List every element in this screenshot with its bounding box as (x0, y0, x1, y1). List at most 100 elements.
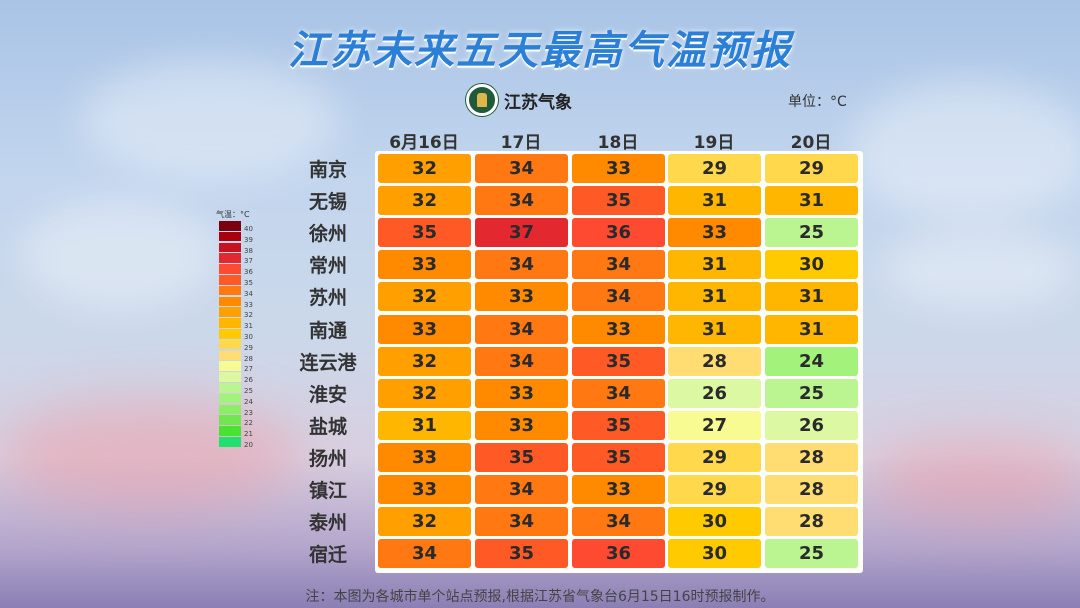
legend-label: 29 (244, 343, 253, 352)
unit-label: 单位：°C (788, 94, 847, 110)
temp-cell: 24 (765, 346, 858, 376)
legend-swatch (219, 329, 241, 339)
temp-cell: 30 (765, 250, 858, 280)
temp-cell: 33 (378, 475, 471, 504)
temp-cell: 37 (475, 218, 568, 248)
legend-label: 21 (244, 430, 253, 439)
legend-swatch (219, 426, 241, 436)
legend-swatch (219, 231, 241, 242)
legend-label: 32 (244, 311, 253, 320)
legend-label: 39 (244, 235, 253, 244)
logo: 江苏气象 (466, 84, 572, 116)
temp-cell: 35 (572, 346, 665, 376)
temp-cell: 35 (378, 218, 471, 248)
logo-seal-icon (466, 84, 498, 116)
legend-swatch (219, 339, 241, 350)
temp-cell: 32 (378, 507, 471, 537)
legend-label: 20 (244, 441, 253, 449)
temp-cell: 35 (475, 442, 568, 472)
legend-swatch (219, 404, 241, 415)
legend-swatch (219, 221, 241, 231)
temp-cell: 32 (378, 186, 471, 216)
temp-cell: 31 (668, 186, 761, 216)
legend-swatch (219, 372, 241, 382)
legend-swatch (219, 307, 241, 317)
temp-cell: 34 (572, 507, 665, 537)
row-label: 常州 (308, 255, 347, 278)
color-legend: 气温：°C 40 39 38 37 36 35 34 33 32 31 30 29 28 27 26 25 24… (216, 209, 253, 449)
temp-cell: 33 (572, 475, 665, 504)
row-label: 南通 (308, 319, 347, 342)
legend-label: 22 (244, 419, 253, 428)
temp-cell: 31 (668, 314, 761, 344)
column-header: 19日 (693, 133, 735, 153)
page-title: 江苏未来五天最高气温预报 (288, 28, 792, 74)
footnote: 注：本图为各城市单个站点预报,根据江苏省气象台6月15日16时预报制作。 (305, 589, 775, 605)
temp-cell: 35 (475, 539, 568, 569)
temp-cell: 34 (475, 186, 568, 216)
legend-swatch (219, 275, 241, 285)
row-label: 连云港 (299, 351, 357, 374)
temp-cell: 34 (475, 346, 568, 376)
legend-label: 31 (244, 322, 253, 331)
temp-cell: 35 (572, 442, 665, 472)
temp-cell: 34 (475, 154, 568, 183)
temp-cell: 32 (378, 378, 471, 408)
logo-text: 江苏气象 (504, 92, 572, 113)
temp-cell: 32 (378, 154, 471, 183)
legend-swatch (219, 264, 241, 274)
column-header: 18日 (597, 133, 639, 153)
legend-label: 28 (244, 354, 253, 363)
legend-label: 27 (244, 365, 253, 374)
temp-cell: 33 (572, 314, 665, 344)
temp-cell: 29 (668, 442, 761, 472)
row-label: 扬州 (308, 447, 347, 470)
legend-label: 30 (244, 333, 253, 341)
temp-cell: 28 (765, 475, 858, 504)
temp-cell: 34 (475, 314, 568, 344)
temp-cell: 26 (765, 410, 858, 440)
legend-title: 气温：°C (216, 210, 250, 219)
legend-swatch (219, 415, 241, 425)
temp-cell: 33 (668, 218, 761, 248)
temp-cell: 27 (668, 410, 761, 440)
row-label: 盐城 (308, 415, 347, 438)
row-label: 泰州 (308, 512, 347, 535)
temp-cell: 28 (765, 507, 858, 537)
temp-cell: 31 (765, 314, 858, 344)
temp-cell: 34 (475, 250, 568, 280)
legend-swatch (219, 242, 241, 253)
temp-cell: 28 (765, 442, 858, 472)
legend-swatch (219, 296, 241, 307)
legend-label: 25 (244, 387, 253, 395)
temp-cell: 33 (475, 282, 568, 312)
legend-label: 34 (244, 289, 253, 298)
row-label: 无锡 (308, 191, 347, 214)
temp-cell: 36 (572, 218, 665, 248)
row-label: 徐州 (308, 223, 347, 246)
legend-swatch (219, 393, 241, 404)
temp-cell: 33 (572, 154, 665, 183)
temp-cell: 35 (572, 410, 665, 440)
row-label: 南京 (308, 159, 347, 181)
legend-label: 23 (244, 408, 253, 417)
temp-cell: 32 (378, 346, 471, 376)
legend-label: 33 (244, 300, 253, 309)
temp-cell: 34 (572, 250, 665, 280)
temp-cell: 34 (475, 475, 568, 504)
temp-cell: 31 (765, 282, 858, 312)
temp-cell: 29 (765, 154, 858, 183)
temp-cell: 33 (378, 442, 471, 472)
temperature-grid: 32 34 33 29 29 32 34 35 31 31 35 37 36 33 25 33 34 34 31 30… (375, 151, 863, 573)
temp-cell: 29 (668, 154, 761, 183)
temp-cell: 25 (765, 218, 858, 248)
temp-cell: 30 (668, 539, 761, 569)
temp-cell: 32 (378, 282, 471, 312)
row-label: 宿迁 (308, 544, 347, 567)
temp-cell: 34 (378, 539, 471, 569)
temp-cell: 31 (378, 410, 471, 440)
legend-label: 24 (244, 397, 253, 406)
row-label: 镇江 (308, 480, 347, 502)
temp-cell: 25 (765, 378, 858, 408)
temp-cell: 26 (668, 378, 761, 408)
